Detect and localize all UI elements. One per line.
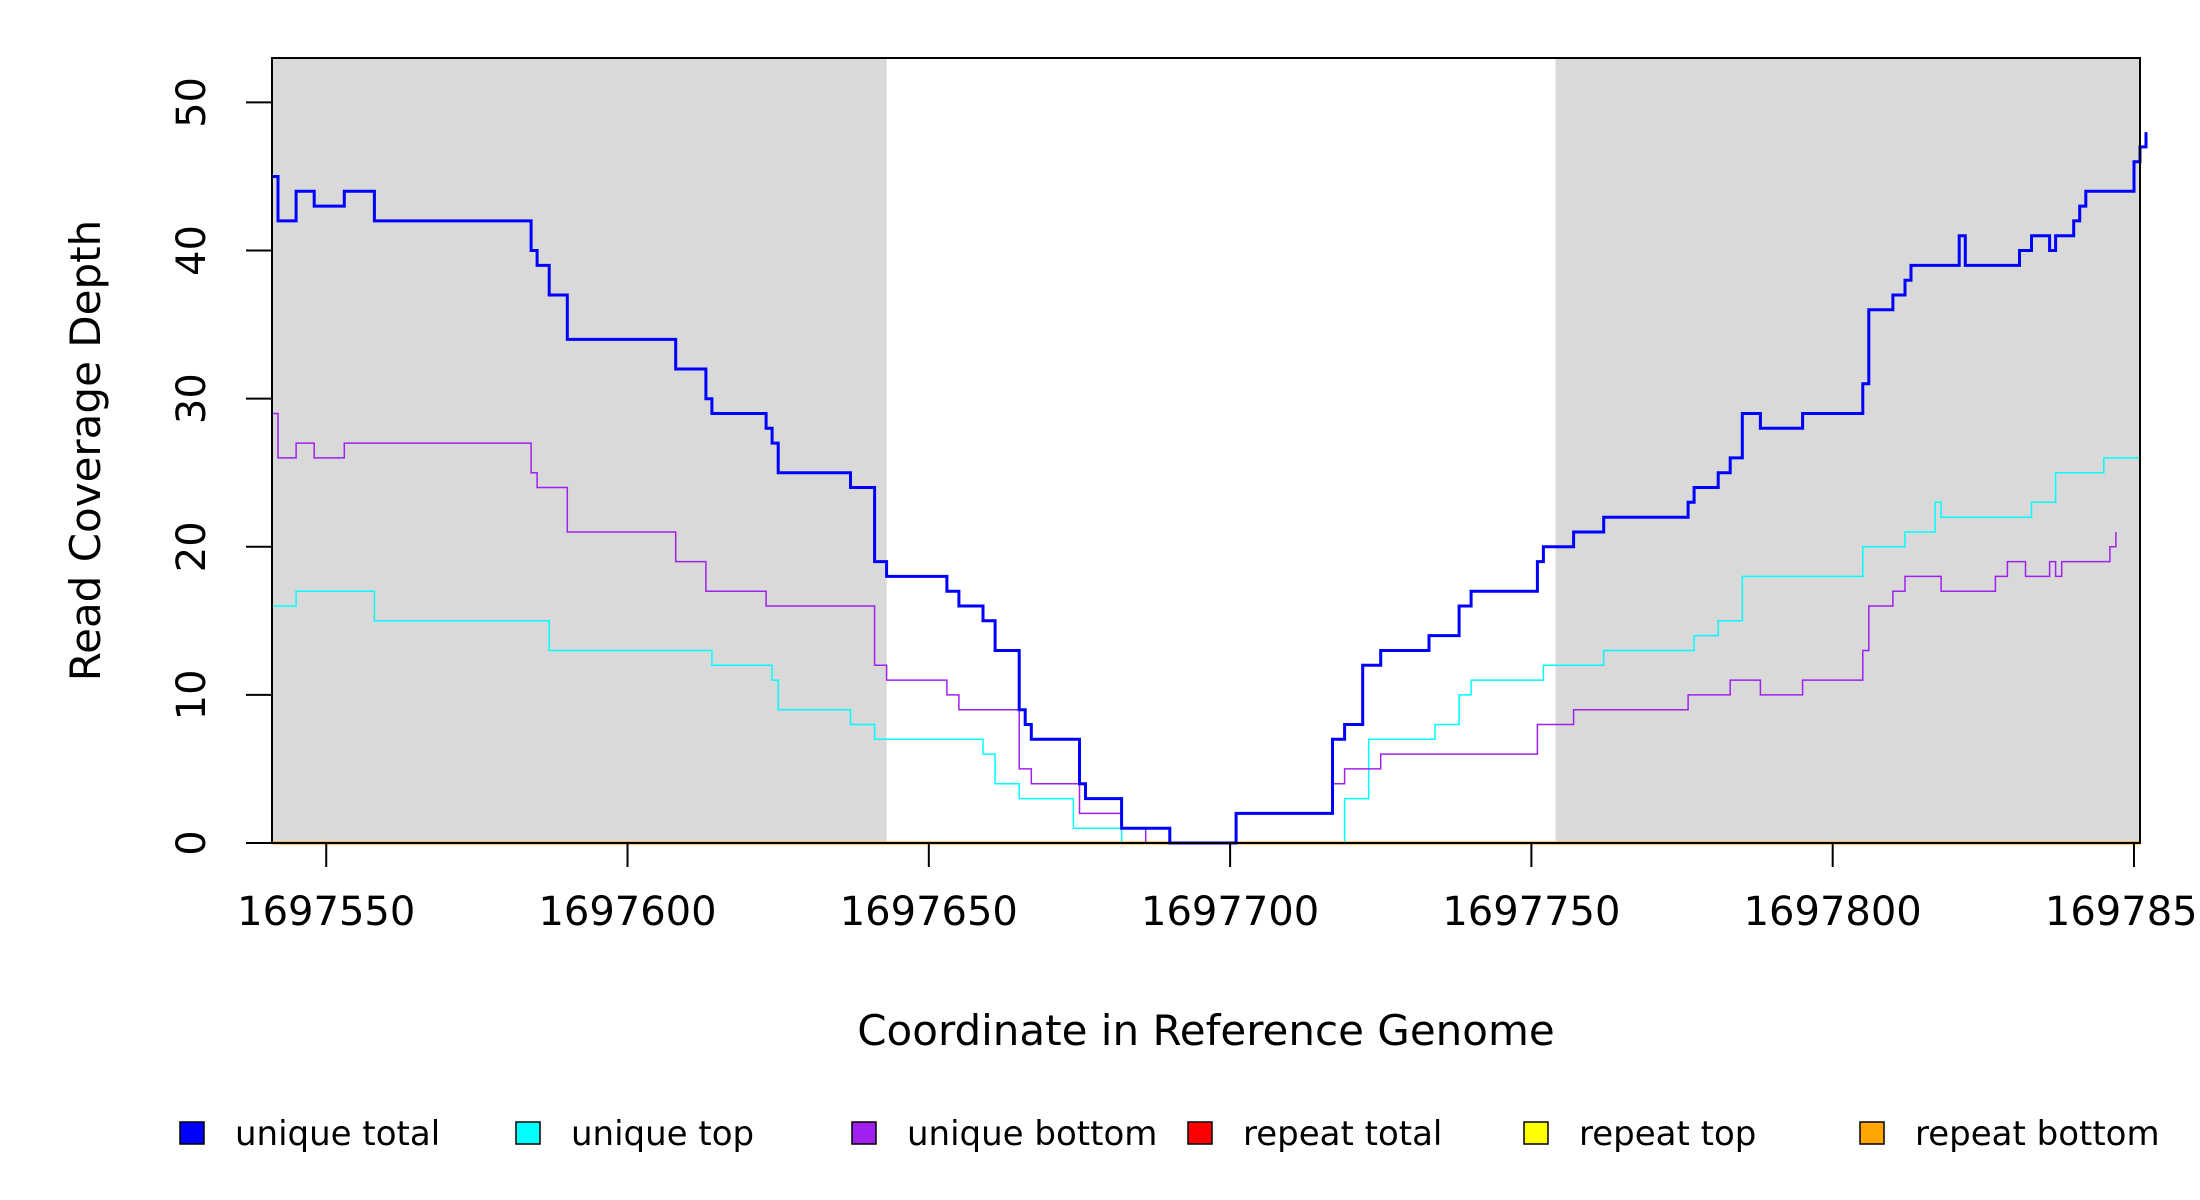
legend-swatch xyxy=(1523,1121,1549,1145)
legend-label: repeat bottom xyxy=(1915,1114,2160,1154)
legend-item: repeat top xyxy=(1523,1114,1756,1154)
legend-label: unique top xyxy=(571,1114,754,1154)
legend-swatch xyxy=(179,1121,205,1145)
legend-label: unique total xyxy=(235,1114,440,1154)
y-tick-label: 10 xyxy=(169,669,215,720)
legend-item: unique top xyxy=(515,1114,754,1154)
x-axis-title: Coordinate in Reference Genome xyxy=(857,1006,1555,1055)
legend-item: repeat bottom xyxy=(1859,1114,2160,1154)
y-tick-label: 20 xyxy=(169,521,215,572)
legend-label: repeat total xyxy=(1243,1114,1442,1154)
x-tick-label: 1697700 xyxy=(1141,889,1319,935)
y-axis: 0 10 20 30 40 50 xyxy=(169,77,273,856)
series-line-unique-total xyxy=(272,132,2148,845)
shaded-region-2 xyxy=(1555,58,2140,843)
x-tick-label: 1697550 xyxy=(237,889,415,935)
series-line-unique-top xyxy=(272,443,2141,844)
y-tick-label: 0 xyxy=(169,830,215,855)
legend-item: unique bottom xyxy=(851,1114,1157,1154)
y-tick-label: 30 xyxy=(169,373,215,424)
legend-swatch xyxy=(851,1121,877,1145)
x-tick-label: 1697650 xyxy=(840,889,1018,935)
shaded-regions xyxy=(272,58,2140,843)
legend-swatch xyxy=(1859,1121,1885,1145)
shaded-region-1 xyxy=(272,58,887,843)
y-tick-label: 50 xyxy=(169,77,215,128)
legend-label: repeat top xyxy=(1579,1114,1756,1154)
legend-swatch xyxy=(515,1121,541,1145)
legend-item: repeat total xyxy=(1187,1114,1442,1154)
legend-swatch xyxy=(1187,1121,1213,1145)
x-tick-label: 1697800 xyxy=(1744,889,1922,935)
legend-label: unique bottom xyxy=(907,1114,1157,1154)
y-axis-title: Read Coverage Depth xyxy=(61,220,110,681)
x-tick-label: 1697600 xyxy=(538,889,716,935)
legend: unique total unique top unique bottom repea… xyxy=(179,1114,2160,1154)
x-axis: 1697550 1697600 1697650 1697700 1697750 16978… xyxy=(237,842,2200,935)
legend-item: unique total xyxy=(179,1114,440,1154)
y-tick-label: 40 xyxy=(169,225,215,276)
x-tick-label: 1697750 xyxy=(1442,889,1620,935)
